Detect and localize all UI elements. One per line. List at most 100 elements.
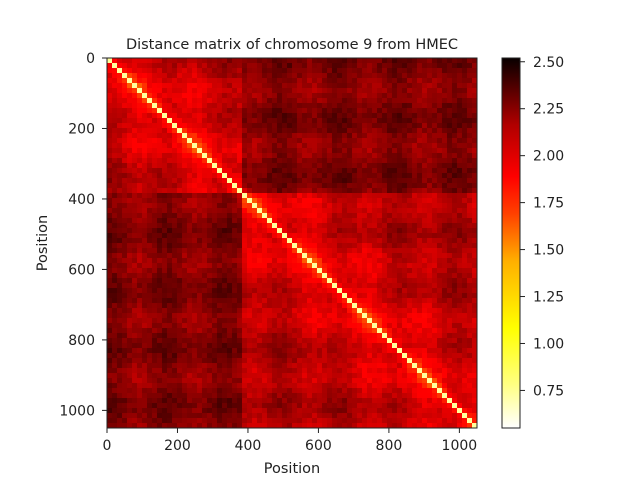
heatmap-cell [307, 408, 312, 413]
heatmap-cell [237, 93, 242, 98]
heatmap-cell [207, 163, 212, 168]
heatmap-cell [297, 383, 302, 388]
heatmap-cell [307, 223, 312, 228]
heatmap-cell [117, 323, 122, 328]
heatmap-cell [417, 178, 422, 183]
heatmap-cell [377, 163, 382, 168]
heatmap-cell [272, 223, 277, 228]
heatmap-cell [422, 373, 427, 378]
heatmap-cell [367, 288, 372, 293]
heatmap-cell [222, 128, 227, 133]
heatmap-cell [342, 118, 347, 123]
heatmap-cell [437, 378, 442, 383]
heatmap-cell [212, 353, 217, 358]
heatmap-cell [332, 173, 337, 178]
heatmap-cell [222, 398, 227, 403]
heatmap-cell [127, 393, 132, 398]
heatmap-cell [372, 398, 377, 403]
heatmap-cell [307, 313, 312, 318]
heatmap-cell [207, 198, 212, 203]
heatmap-cell [362, 413, 367, 418]
heatmap-cell [242, 203, 247, 208]
heatmap-cell [217, 138, 222, 143]
heatmap-cell [192, 368, 197, 373]
heatmap-cell [432, 298, 437, 303]
heatmap-cell [252, 233, 257, 238]
heatmap-cell [217, 388, 222, 393]
heatmap-cell [437, 193, 442, 198]
heatmap-cell [152, 418, 157, 423]
heatmap-cell [147, 83, 152, 88]
heatmap-cell [277, 298, 282, 303]
heatmap-cell [267, 358, 272, 363]
heatmap-cell [297, 128, 302, 133]
heatmap-cell [292, 343, 297, 348]
heatmap-cell [442, 248, 447, 253]
heatmap-cell [272, 153, 277, 158]
heatmap-cell [227, 408, 232, 413]
heatmap-cell [247, 303, 252, 308]
heatmap-cell [337, 258, 342, 263]
heatmap-cell [142, 413, 147, 418]
heatmap-cell [302, 153, 307, 158]
heatmap-cell [272, 238, 277, 243]
heatmap-cell [202, 263, 207, 268]
heatmap-cell [432, 418, 437, 423]
heatmap-cell [287, 368, 292, 373]
heatmap-cell [117, 253, 122, 258]
heatmap-cell [337, 413, 342, 418]
heatmap-cell [312, 293, 317, 298]
heatmap-cell [427, 143, 432, 148]
heatmap-cell [427, 263, 432, 268]
heatmap-cell [382, 403, 387, 408]
heatmap-cell [197, 68, 202, 73]
heatmap-cell [332, 263, 337, 268]
heatmap-cell [407, 198, 412, 203]
heatmap-cell [422, 83, 427, 88]
heatmap-cell [152, 73, 157, 78]
heatmap-cell [132, 293, 137, 298]
heatmap-cell [332, 368, 337, 373]
heatmap-cell [122, 403, 127, 408]
heatmap-cell [257, 333, 262, 338]
heatmap-cell [297, 73, 302, 78]
heatmap-cell [322, 313, 327, 318]
heatmap-cell [132, 243, 137, 248]
heatmap-cell [437, 158, 442, 163]
heatmap-cell [387, 398, 392, 403]
heatmap-cell [257, 398, 262, 403]
heatmap-cell [142, 203, 147, 208]
heatmap-cell [322, 138, 327, 143]
heatmap-cell [247, 238, 252, 243]
heatmap-cell [202, 333, 207, 338]
heatmap-cell [292, 103, 297, 108]
heatmap-cell [167, 198, 172, 203]
heatmap-cell [317, 293, 322, 298]
heatmap-cell [187, 238, 192, 243]
heatmap-cell [237, 373, 242, 378]
heatmap-cell [167, 388, 172, 393]
heatmap-cell [127, 243, 132, 248]
heatmap-cell [162, 268, 167, 273]
heatmap-cell [367, 113, 372, 118]
heatmap-cell [432, 203, 437, 208]
heatmap-cell [107, 208, 112, 213]
heatmap-cell [352, 148, 357, 153]
heatmap-cell [437, 183, 442, 188]
heatmap-cell [122, 208, 127, 213]
heatmap-cell [307, 173, 312, 178]
heatmap-cell [222, 418, 227, 423]
heatmap-cell [172, 303, 177, 308]
heatmap-cell [292, 253, 297, 258]
heatmap-cell [152, 278, 157, 283]
heatmap-cell [432, 93, 437, 98]
heatmap-cell [397, 63, 402, 68]
heatmap-cell [437, 218, 442, 223]
heatmap-cell [332, 218, 337, 223]
heatmap-cell [392, 153, 397, 158]
heatmap-cell [147, 308, 152, 313]
heatmap-cell [347, 123, 352, 128]
heatmap-cell [367, 388, 372, 393]
heatmap-cell [392, 163, 397, 168]
heatmap-cell [307, 328, 312, 333]
